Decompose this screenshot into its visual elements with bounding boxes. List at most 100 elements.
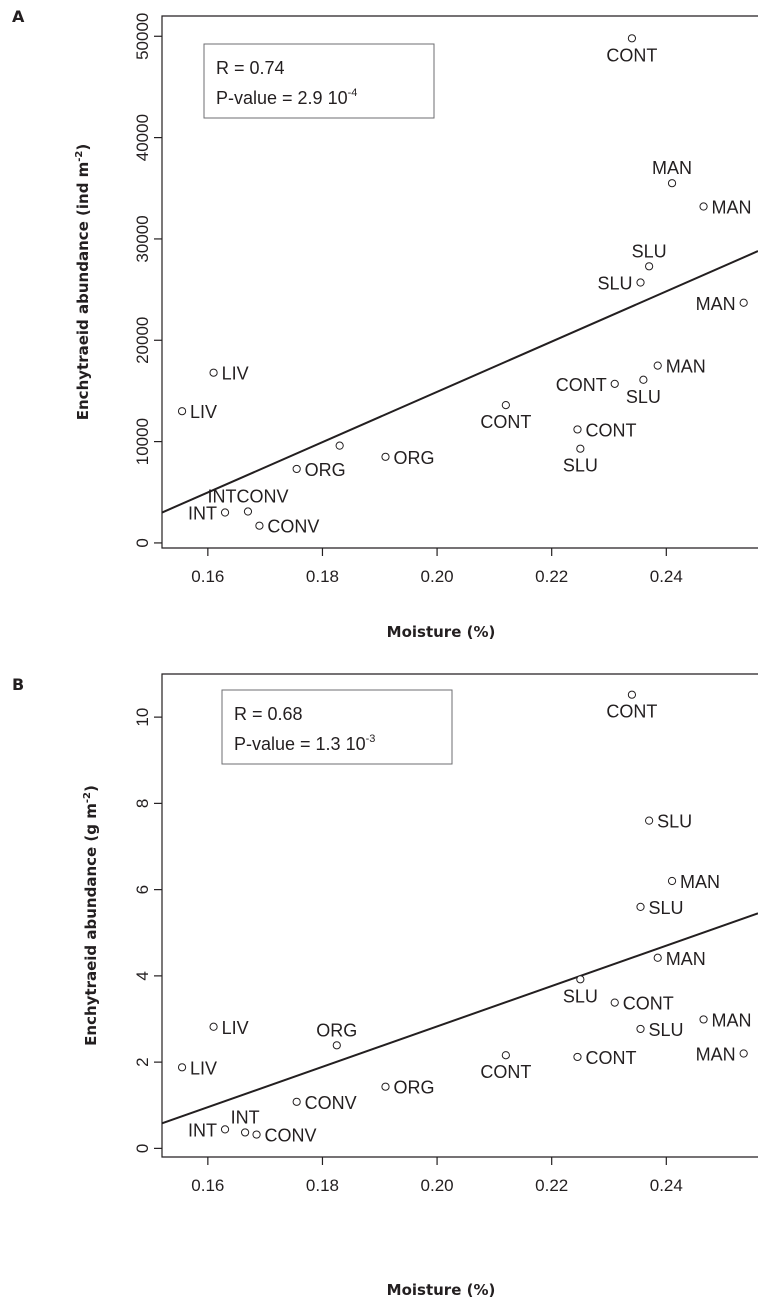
- data-point: [252, 1130, 261, 1139]
- point-label: MAN: [696, 1045, 736, 1065]
- x-tick-label: 0.18: [306, 567, 339, 586]
- data-point: [645, 816, 654, 825]
- data-point: [177, 407, 187, 416]
- data-point: [667, 876, 677, 886]
- point-label: INTCONV: [207, 487, 288, 507]
- point-label: ORG: [394, 1078, 435, 1098]
- data-point: [292, 1097, 301, 1106]
- point-label: SLU: [626, 387, 661, 407]
- y-tick-label: 0: [133, 1144, 152, 1153]
- point-label: SLU: [632, 241, 667, 261]
- point-label: CONT: [585, 420, 636, 440]
- data-point: [653, 953, 662, 962]
- y-tick-label: 40000: [133, 114, 152, 161]
- y-axis-title-sup: -2: [74, 151, 85, 162]
- y-tick-label: 10: [133, 708, 152, 727]
- y-tick-label: 10000: [133, 418, 152, 465]
- point-label: MAN: [652, 158, 692, 178]
- point-label: ORG: [316, 1020, 357, 1040]
- r-value: R = 0.68: [234, 704, 303, 724]
- stats-box: [203, 43, 435, 119]
- point-label: MAN: [680, 872, 720, 892]
- point-label: MAN: [666, 949, 706, 969]
- p-value-main: P-value = 2.9 10: [216, 88, 348, 108]
- x-tick-label: 0.20: [421, 567, 454, 586]
- point-label: ORG: [305, 460, 346, 480]
- data-point: [627, 34, 637, 43]
- point-label: MAN: [712, 1010, 752, 1030]
- point-label: LIV: [190, 1058, 217, 1078]
- p-value: P-value = 2.9 10-4: [216, 87, 357, 108]
- data-point: [381, 1082, 390, 1091]
- point-label: LIV: [222, 1018, 249, 1038]
- data-point: [240, 1128, 250, 1137]
- data-point: [636, 902, 645, 911]
- x-tick-label: 0.16: [191, 567, 224, 586]
- y-tick-label: 8: [133, 799, 152, 808]
- data-point: [220, 508, 230, 517]
- p-value-main: P-value = 1.3 10: [234, 734, 366, 754]
- data-point: [177, 1063, 187, 1072]
- point-label: INT: [188, 504, 217, 524]
- point-label: CONT: [623, 994, 674, 1014]
- x-tick-label: 0.24: [650, 1176, 683, 1195]
- data-point: [636, 278, 645, 287]
- y-tick-label: 0: [133, 538, 152, 547]
- x-axis-title: Moisture (%): [387, 623, 496, 641]
- y-tick-label: 50000: [133, 13, 152, 60]
- point-label: CONT: [556, 375, 607, 395]
- point-label: LIV: [190, 402, 217, 422]
- data-point: [381, 452, 390, 461]
- y-axis-title: Enchytraeid abundance (g m-2): [82, 785, 100, 1046]
- y-tick-label: 4: [133, 971, 152, 980]
- point-label: SLU: [563, 986, 598, 1006]
- point-label: MAN: [696, 294, 736, 314]
- panel-letter: A: [12, 7, 25, 26]
- point-label: SLU: [657, 812, 692, 832]
- data-point: [610, 379, 619, 388]
- data-point: [739, 298, 748, 307]
- point-label: MAN: [666, 357, 706, 377]
- y-tick-label: 6: [133, 885, 152, 894]
- y-axis-title-main: Enchytraeid abundance (ind m: [74, 162, 92, 421]
- point-label: CONT: [480, 1062, 531, 1082]
- x-tick-label: 0.22: [535, 567, 568, 586]
- y-axis-title-main: Enchytraeid abundance (g m: [82, 803, 100, 1046]
- data-point: [699, 1015, 708, 1024]
- p-value-exponent: -3: [366, 733, 376, 745]
- point-label: CONT: [606, 45, 657, 65]
- r-value: R = 0.74: [216, 58, 285, 78]
- data-point: [501, 1051, 510, 1060]
- data-point: [209, 368, 218, 377]
- y-axis-title-sup: -2: [82, 792, 93, 803]
- point-label: ORG: [394, 448, 435, 468]
- y-axis-title-end: ): [82, 785, 100, 792]
- point-label: INT: [188, 1120, 217, 1140]
- y-tick-label: 2: [133, 1057, 152, 1066]
- data-point: [332, 1041, 341, 1050]
- data-point: [501, 401, 510, 410]
- x-tick-label: 0.22: [535, 1176, 568, 1195]
- plot-frame: [161, 15, 758, 549]
- point-label: SLU: [563, 456, 598, 476]
- y-axis-title: Enchytraeid abundance (ind m-2): [74, 144, 92, 421]
- x-tick-label: 0.18: [306, 1176, 339, 1195]
- data-point: [576, 444, 585, 453]
- data-point: [610, 998, 619, 1007]
- point-label: MAN: [712, 198, 752, 218]
- regression-line: [161, 912, 758, 1125]
- point-label: CONT: [480, 412, 531, 432]
- p-value: P-value = 1.3 10-3: [234, 733, 375, 754]
- data-point: [667, 179, 677, 188]
- point-label: CONV: [267, 517, 319, 537]
- panel-a: A 0.16 0.18 0.20 0.22 0.24 0 10000 20000 30000 400…: [12, 7, 758, 641]
- point-label: SLU: [598, 274, 633, 294]
- data-point: [220, 1125, 230, 1134]
- data-point: [292, 464, 301, 474]
- data-point: [335, 441, 344, 450]
- plot-frame: [161, 673, 758, 1158]
- data-point: [645, 262, 654, 271]
- data-point: [209, 1022, 218, 1031]
- x-tick-label: 0.16: [191, 1176, 224, 1195]
